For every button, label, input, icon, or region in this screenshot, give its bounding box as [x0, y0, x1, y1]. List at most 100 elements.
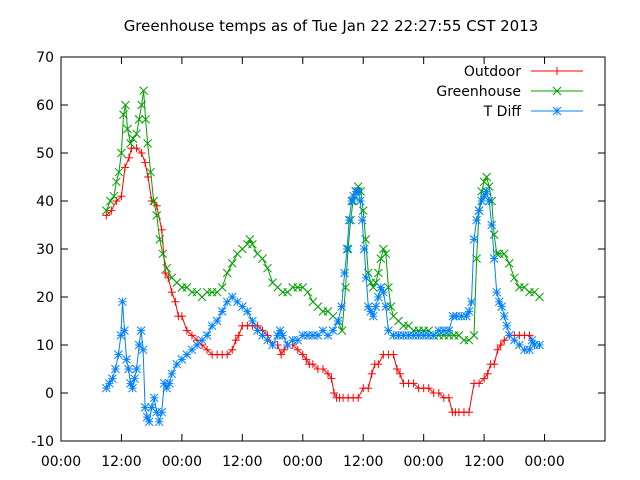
data-point-t-diff [337, 302, 346, 311]
data-point-t-diff [342, 244, 352, 254]
legend-item-t-diff: T Diff [483, 104, 583, 120]
data-point-t-diff [504, 331, 514, 340]
data-point-outdoor [500, 336, 509, 345]
data-point-t-diff [474, 206, 484, 215]
data-point-t-diff [482, 187, 491, 196]
data-point-greenhouse [469, 331, 479, 340]
data-point-t-diff [492, 287, 502, 297]
data-point-t-diff [487, 220, 497, 230]
data-point-t-diff [154, 417, 164, 427]
data-point-outdoor [330, 389, 339, 397]
x-tick-label: 12:00 [222, 454, 262, 470]
data-point-greenhouse [126, 139, 135, 148]
data-point-t-diff [357, 215, 367, 225]
series-layer [101, 86, 544, 427]
data-point-outdoor [187, 331, 196, 340]
data-point-outdoor [120, 163, 129, 172]
y-tick-label: 40 [36, 194, 54, 210]
x-tick-label: 12:00 [101, 454, 141, 470]
data-point-t-diff [142, 412, 152, 422]
data-point-outdoor [475, 379, 484, 388]
data-point-outdoor [132, 144, 141, 153]
data-point-greenhouse [112, 177, 121, 187]
y-tick-label: 10 [36, 338, 54, 354]
data-point-t-diff [499, 311, 509, 321]
data-point-t-diff [134, 340, 144, 350]
data-point-greenhouse [106, 196, 115, 206]
data-point-t-diff [497, 302, 507, 311]
series-t-diff [101, 187, 544, 427]
data-point-outdoor [107, 206, 116, 215]
data-point-outdoor [367, 369, 376, 378]
data-point-outdoor [102, 211, 111, 220]
data-point-greenhouse [155, 235, 165, 244]
data-point-outdoor [465, 408, 473, 417]
data-point-outdoor [167, 288, 176, 297]
data-point-t-diff [120, 326, 129, 335]
data-point-greenhouse [379, 244, 388, 254]
plot-frame-layer [60, 56, 606, 442]
data-point-greenhouse [162, 263, 172, 273]
legend: Outdoor Greenhouse T Diff [436, 64, 583, 120]
data-point-t-diff [217, 307, 227, 316]
data-point-t-diff [202, 331, 212, 340]
data-point-outdoor [483, 369, 492, 378]
y-tick-label: 30 [36, 242, 54, 258]
data-point-t-diff [444, 326, 454, 335]
data-point-greenhouse [381, 249, 391, 259]
data-point-t-diff [359, 244, 369, 254]
data-point-greenhouse [121, 100, 130, 110]
series-line-t-diff [105, 190, 540, 424]
data-point-t-diff [535, 340, 544, 350]
x-tick-label: 12:00 [343, 454, 383, 470]
data-point-t-diff [164, 379, 174, 388]
data-point-greenhouse [141, 115, 150, 124]
legend-label: T Diff [483, 104, 522, 120]
data-point-t-diff [122, 355, 131, 364]
data-point-t-diff [128, 383, 137, 393]
data-point-outdoor [137, 149, 146, 157]
chart-title: Greenhouse temps as of Tue Jan 22 22:27:… [124, 17, 539, 35]
x-tick-label: 00:00 [403, 454, 443, 470]
data-point-t-diff [144, 417, 154, 427]
data-point-outdoor [293, 345, 302, 354]
data-point-outdoor [480, 374, 489, 383]
data-point-greenhouse [128, 134, 138, 143]
legend-label: Greenhouse [436, 84, 521, 100]
y-tick-label: 70 [36, 50, 54, 66]
data-point-t-diff [472, 215, 481, 225]
data-point-greenhouse [303, 287, 313, 297]
data-point-outdoor [171, 297, 180, 306]
data-point-greenhouse [263, 263, 272, 273]
data-point-t-diff [353, 187, 363, 196]
data-point-outdoor [389, 350, 398, 359]
data-point-greenhouse [146, 167, 156, 177]
data-point-greenhouse [248, 239, 257, 249]
data-point-outdoor [141, 158, 150, 167]
data-point-outdoor [280, 345, 289, 354]
data-point-outdoor [157, 225, 166, 234]
data-point-outdoor [203, 345, 212, 354]
data-point-outdoor [302, 355, 311, 364]
x-tick-label: 00:00 [524, 454, 564, 470]
series-line-greenhouse [105, 90, 540, 341]
data-point-greenhouse [472, 254, 481, 263]
data-point-outdoor [392, 365, 401, 373]
data-point-outdoor [490, 360, 499, 369]
x-tick-label: 00:00 [162, 454, 202, 470]
data-point-greenhouse [132, 129, 141, 139]
y-axis: -10 0 10 20 30 40 50 60 70 [31, 50, 605, 450]
data-point-outdoor [234, 331, 243, 340]
data-point-outdoor [444, 393, 453, 402]
data-point-outdoor [308, 360, 317, 369]
data-point-t-diff [484, 196, 494, 206]
data-point-greenhouse [489, 230, 499, 239]
data-point-greenhouse [504, 259, 514, 268]
data-point-t-diff [130, 374, 139, 383]
data-point-outdoor [125, 153, 133, 162]
data-point-outdoor [177, 312, 186, 321]
data-point-greenhouse [119, 110, 128, 119]
legend-item-greenhouse: Greenhouse [436, 84, 583, 100]
data-point-greenhouse [134, 115, 144, 124]
